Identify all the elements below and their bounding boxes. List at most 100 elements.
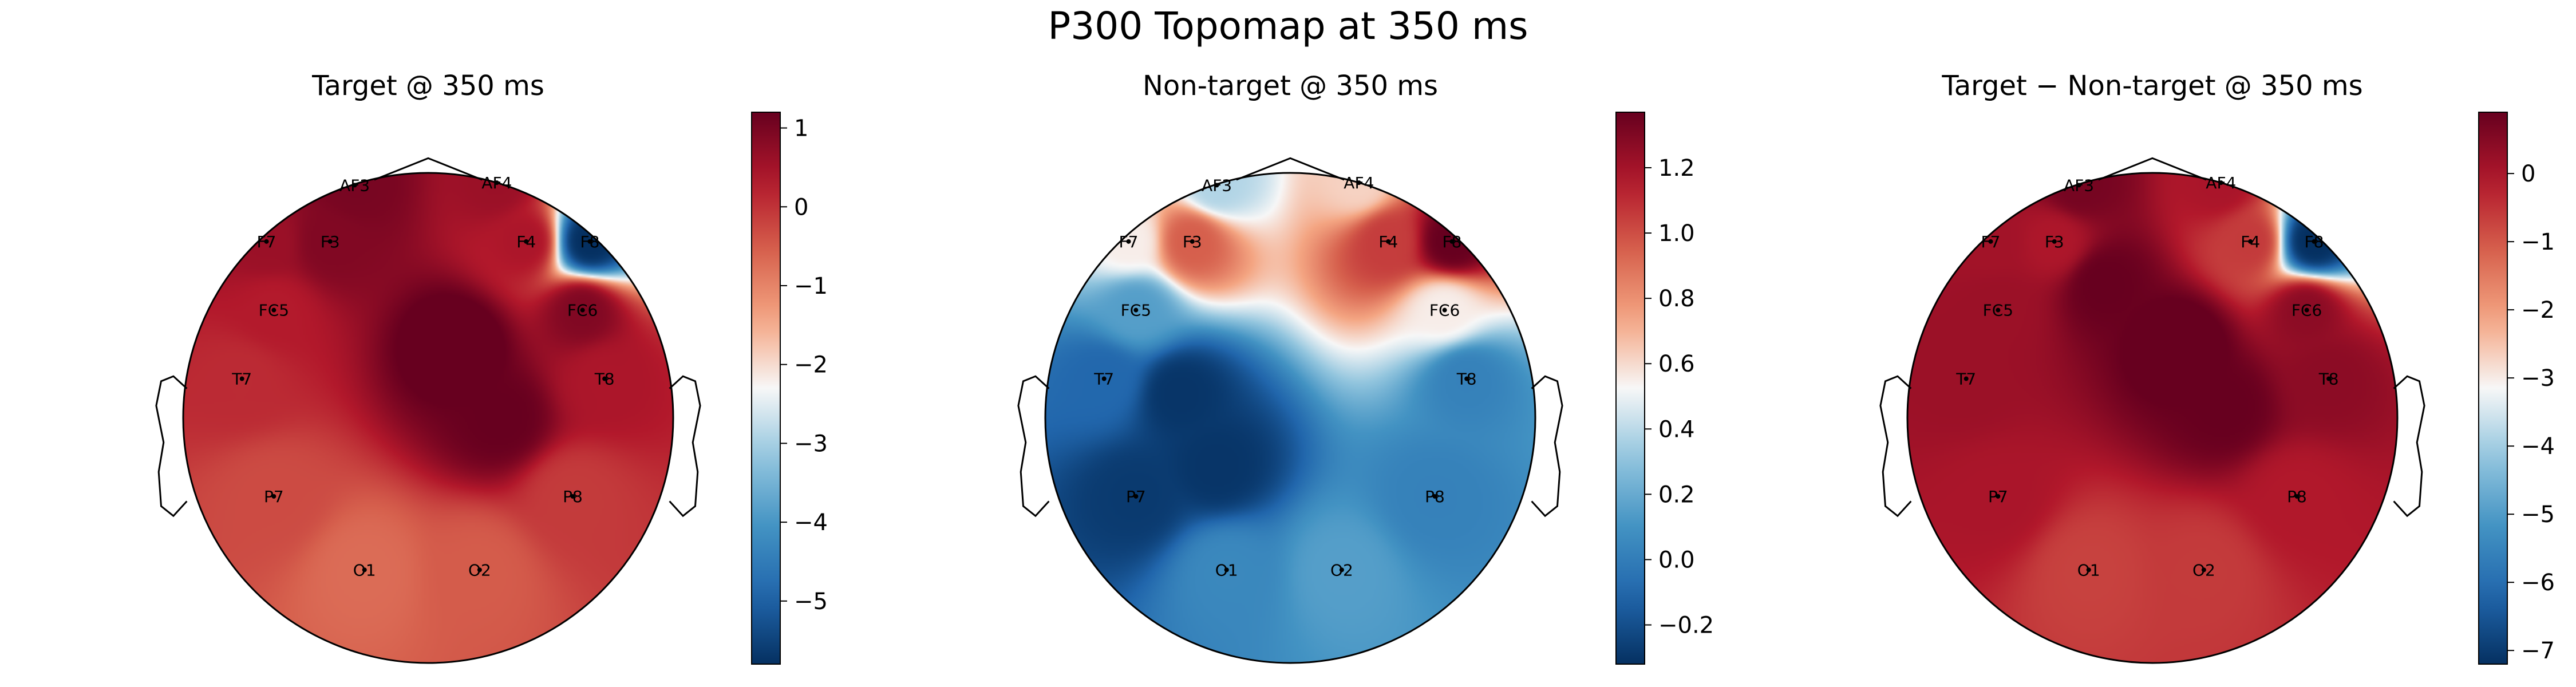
- panel-title: Target − Non-target @ 350 ms: [1941, 70, 2362, 102]
- electrode-label: O1: [353, 560, 376, 579]
- topomap-panel: Target − Non-target @ 350 ms AF3 AF4 F7 F3 F4…: [1879, 70, 2555, 665]
- colorbar-tick-label: 0.6: [1658, 351, 1695, 377]
- electrode-label: FC5: [259, 301, 289, 320]
- electrode-label: T8: [1456, 370, 1477, 389]
- electrode-label: P8: [1425, 487, 1445, 506]
- head-outline: [1044, 172, 1536, 664]
- colorbar-tick-label: −5: [794, 589, 828, 615]
- colorbar-tick-label: −4: [794, 510, 828, 536]
- electrode-label: FC6: [2291, 301, 2322, 320]
- electrode-marker: [587, 239, 592, 244]
- electrode-label: F3: [1183, 232, 1202, 251]
- panel-title: Target @ 350 ms: [311, 70, 544, 102]
- electrode-marker: [1133, 307, 1139, 313]
- electrode-marker: [2326, 376, 2332, 381]
- topomap-field: [183, 173, 673, 663]
- colorbar-tick-label: −7: [2521, 638, 2555, 664]
- electrode-label: O2: [2192, 560, 2215, 579]
- electrode-label: O2: [468, 560, 491, 579]
- electrode-marker: [1214, 183, 1219, 188]
- electrode-marker: [1988, 239, 1993, 244]
- colorbar: [2478, 112, 2508, 665]
- electrode-marker: [1996, 307, 2001, 313]
- electrode-label: P7: [264, 487, 284, 506]
- colorbar-tick-label: −1: [2521, 229, 2555, 255]
- electrode-marker: [524, 239, 529, 244]
- panel-title: Non-target @ 350 ms: [1143, 70, 1438, 102]
- electrode-label: F3: [321, 232, 340, 251]
- colorbar-tick-label: 0.8: [1658, 286, 1695, 312]
- electrode-marker: [1190, 239, 1195, 244]
- electrode-label: FC6: [567, 301, 598, 320]
- electrode-label: T7: [1093, 370, 1114, 389]
- colorbar-tick-label: −2: [2521, 297, 2555, 323]
- electrode-label: P8: [563, 487, 583, 506]
- right-ear-outline: [2393, 375, 2425, 518]
- electrode-marker: [2218, 180, 2223, 185]
- colorbar-tick-label: 1: [794, 116, 808, 142]
- electrode-label: AF3: [2064, 176, 2094, 195]
- colorbar-tick-label: 0.4: [1658, 416, 1695, 443]
- electrode-label: F8: [1443, 232, 1462, 251]
- colorbar-tick-label: −0.2: [1658, 613, 1714, 639]
- electrode-label: AF4: [2206, 173, 2236, 192]
- colorbar-tick-label: −1: [794, 273, 828, 299]
- electrode-label: T8: [2318, 370, 2339, 389]
- electrode-marker: [2076, 183, 2081, 188]
- right-ear-outline: [1531, 375, 1563, 518]
- topomap-panel: Target @ 350 ms AF3 AF4 F7 F3 F4 F8 FC5 FC6 T7 T8 P…: [155, 70, 828, 665]
- electrode-marker: [264, 239, 269, 244]
- left-ear-outline: [1017, 375, 1050, 518]
- electrode-label: F4: [516, 232, 536, 251]
- electrode-label: F7: [1981, 232, 2001, 251]
- electrode-marker: [1224, 567, 1229, 572]
- electrode-label: P7: [1126, 487, 1146, 506]
- colorbar-tick-label: −5: [2521, 502, 2555, 528]
- colorbar-tick-label: 1.0: [1658, 220, 1695, 247]
- right-ear-outline: [669, 375, 701, 518]
- left-ear-outline: [1879, 375, 1912, 518]
- topomap-field: [1907, 173, 2397, 663]
- electrode-label: F7: [257, 232, 276, 251]
- electrode-marker: [362, 567, 367, 572]
- electrode-label: O1: [1215, 560, 1238, 579]
- colorbar-tick-label: −3: [2521, 365, 2555, 392]
- electrode-marker: [1339, 567, 1344, 572]
- colorbar-tick-label: 0.2: [1658, 481, 1695, 508]
- electrode-marker: [1432, 493, 1437, 499]
- electrode-label: FC6: [1429, 301, 1460, 320]
- nose-outline: [374, 157, 483, 181]
- colorbar-tick-label: −4: [2521, 433, 2555, 460]
- colorbar: [1615, 112, 1645, 665]
- electrode-marker: [2201, 567, 2206, 572]
- electrode-label: FC5: [1121, 301, 1151, 320]
- electrode-label: AF3: [339, 176, 370, 195]
- electrode-marker: [1386, 239, 1391, 244]
- electrode-marker: [1101, 376, 1107, 381]
- electrode-marker: [1133, 493, 1139, 499]
- electrode-label: AF3: [1202, 176, 1232, 195]
- electrode-label: P7: [1988, 487, 2008, 506]
- electrode-label: T8: [594, 370, 615, 389]
- head-outline: [182, 172, 674, 664]
- electrode-marker: [2294, 493, 2300, 499]
- electrode-marker: [580, 307, 585, 313]
- electrode-label: F4: [2241, 232, 2260, 251]
- electrode-label: P8: [2287, 487, 2307, 506]
- electrode-marker: [1356, 180, 1361, 185]
- electrode-label: F3: [2045, 232, 2064, 251]
- electrode-label: AF4: [481, 173, 512, 192]
- electrode-label: T7: [231, 370, 252, 389]
- electrode-marker: [1442, 307, 1447, 313]
- electrode-label: F7: [1119, 232, 1139, 251]
- electrode-marker: [2248, 239, 2253, 244]
- electrode-marker: [327, 239, 333, 244]
- nose-outline: [1236, 157, 1345, 181]
- electrode-marker: [2052, 239, 2057, 244]
- electrode-label: O1: [2077, 560, 2100, 579]
- electrode-marker: [2304, 307, 2309, 313]
- electrode-marker: [1963, 376, 1969, 381]
- electrode-marker: [1449, 239, 1455, 244]
- electrode-marker: [494, 180, 499, 185]
